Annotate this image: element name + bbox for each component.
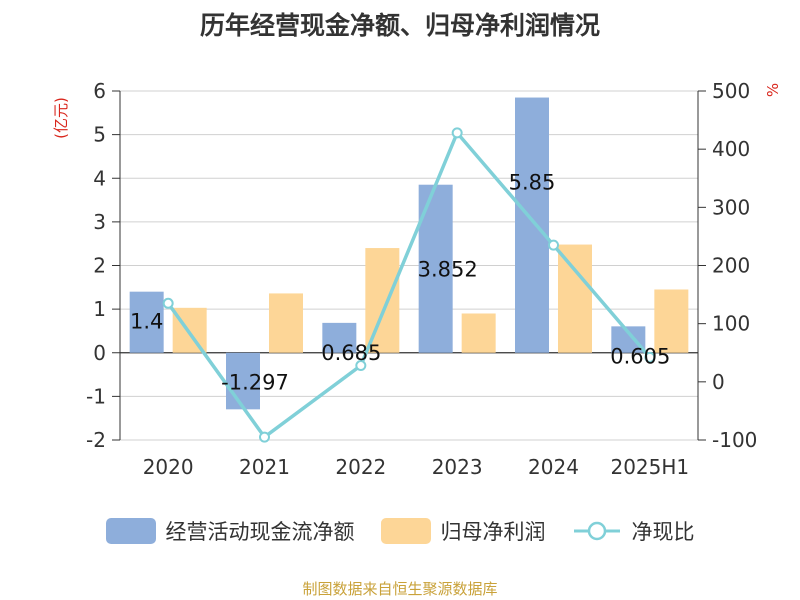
data-source-note: 制图数据来自恒生聚源数据库 [302,580,498,598]
bar-profit-2024 [558,244,592,353]
legend-item-cash[interactable]: 经营活动现金流净额 [105,516,355,546]
legend: 经营活动现金流净额 归母净利润 净现比 [0,516,800,546]
x-axis-tick-label: 2024 [528,455,579,479]
ratio-point-2023 [451,127,463,139]
left-axis-tick-label: 4 [93,166,106,190]
grid-lines [120,90,698,441]
ratio-point-2020 [162,297,174,309]
x-axis-tick-label: 2022 [335,455,386,479]
right-axis-tick-label: 200 [712,254,750,278]
ratio-point-2022 [355,360,367,372]
left-axis-tick-label: 2 [93,254,106,278]
legend-label-ratio: 净现比 [631,520,695,544]
bar-profit-2023 [461,313,496,353]
right-axis-tick-label: 400 [712,137,750,161]
chart-title: 历年经营现金净额、归母净利润情况 [199,11,600,40]
left-axis-tick-label: 5 [93,123,106,147]
axes: -2 -1 0 1 2 3 4 5 6 -100 0 100 200 300 400 500 2020 2021 2… [86,79,757,479]
bar-series [129,97,689,410]
ratio-line [162,127,656,443]
data-label-cash-2025H1: 0.605 [610,344,670,368]
left-axis-unit-label: (亿元) [52,97,70,139]
bar-cash-2020 [129,291,164,353]
left-axis-tick-label: -1 [86,384,106,408]
legend-label-profit: 归母净利润 [440,520,546,544]
data-label-cash-2021: -1.297 [221,370,289,394]
ratio-point-2021 [259,431,270,443]
legend-swatch-profit [380,518,431,544]
bar-cash-2022 [322,322,357,353]
right-axis-tick-label: 100 [712,312,750,336]
left-axis-tick-label: -2 [86,428,106,452]
legend-swatch-ratio [573,521,620,541]
right-axis-unit-label: % [764,83,782,97]
right-axis-tick-label: 300 [712,195,750,219]
left-axis-tick-label: 3 [93,210,106,234]
ratio-line-path [166,129,652,440]
left-axis-tick-label: 6 [93,79,106,103]
legend-item-ratio[interactable]: 净现比 [572,516,695,546]
bar-profit-2021 [269,293,303,353]
bar-profit-2025H1 [654,289,689,353]
ratio-point-2025H1 [644,351,656,363]
data-label-cash-2024: 5.85 [509,171,556,195]
x-axis-tick-label: 2021 [239,455,290,479]
ratio-point-2024 [548,239,559,251]
right-axis-tick-label: 0 [712,370,725,394]
x-axis-tick-label: 2025H1 [610,455,689,479]
bar-profit-2022 [365,248,400,353]
right-axis-tick-label: -100 [712,428,757,452]
data-label-cash-2020: 1.4 [130,310,163,334]
left-axis-tick-label: 1 [93,297,106,321]
legend-swatch-cash [105,518,156,544]
data-label-cash-2023: 3.852 [418,258,478,282]
right-axis-tick-label: 500 [712,79,750,103]
data-label-cash-2022: 0.685 [321,341,381,365]
x-axis-tick-label: 2020 [143,455,194,479]
legend-item-profit[interactable]: 归母净利润 [380,516,546,546]
legend-label-cash: 经营活动现金流净额 [165,520,355,544]
bar-cash-2024 [515,97,549,353]
bar-cash-2021 [226,352,260,410]
x-axis-tick-label: 2023 [432,455,483,479]
left-axis-tick-label: 0 [93,341,106,365]
data-labels: 1.4 -1.297 0.685 3.852 5.85 0.605 [130,171,670,395]
